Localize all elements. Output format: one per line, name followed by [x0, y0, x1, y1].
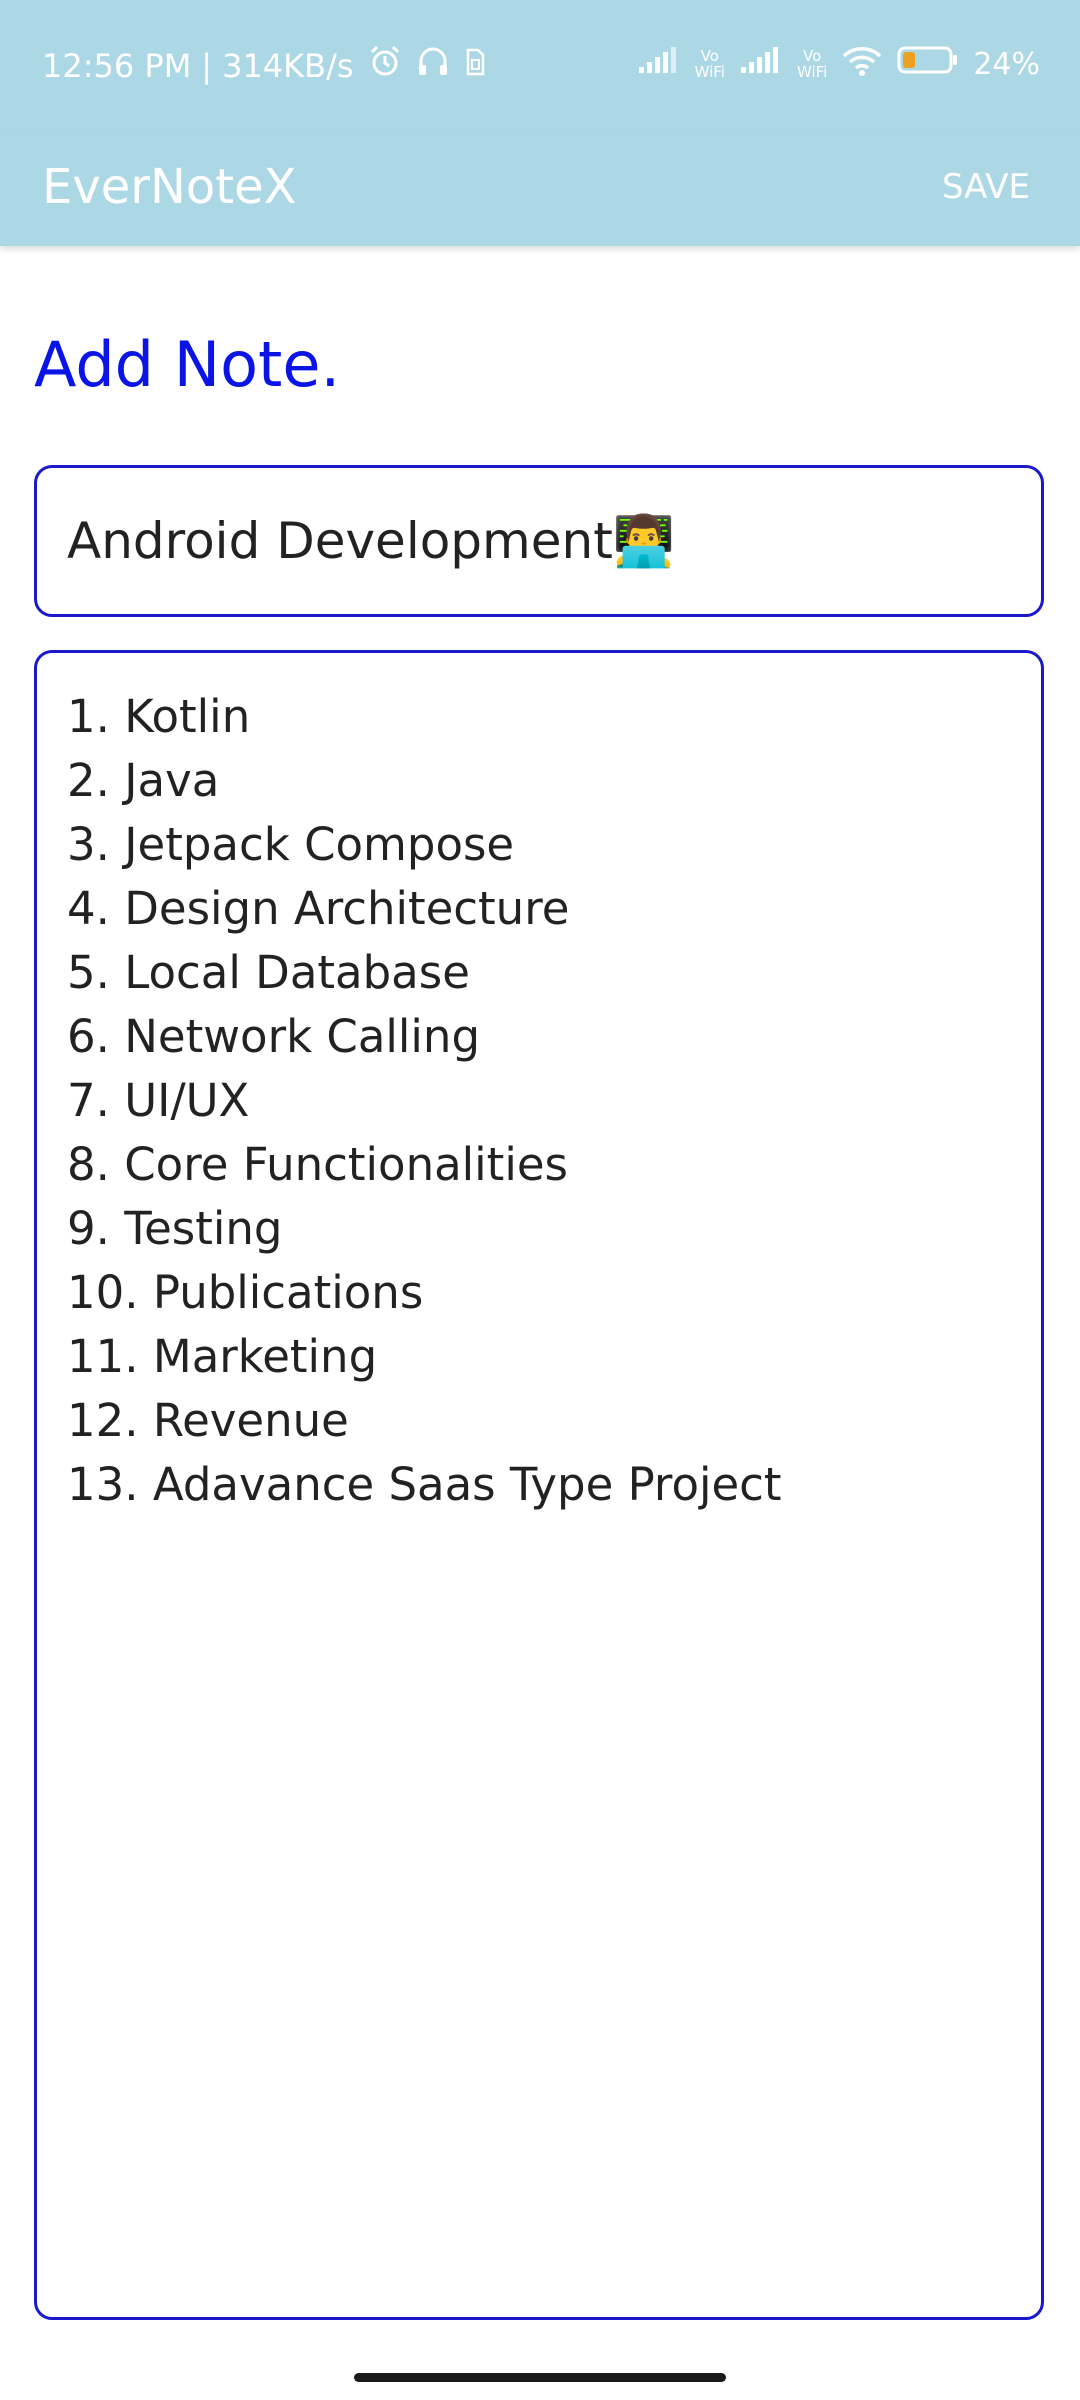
signal-icon	[739, 45, 783, 83]
headphones-icon	[416, 44, 450, 87]
app-bar: EverNoteX SAVE	[0, 130, 1080, 246]
vowifi-label-2: Vo WiFi	[797, 48, 827, 80]
signal-icon	[637, 45, 681, 83]
vowifi-top: Vo	[700, 47, 719, 65]
list-item: 2. Java	[67, 754, 220, 807]
save-button[interactable]: SAVE	[941, 167, 1030, 207]
list-item: 12. Revenue	[67, 1394, 349, 1447]
sim-icon	[464, 46, 486, 86]
list-item: 8. Core Functionalities	[67, 1138, 568, 1191]
status-left: 12:56 PM | 314KB/s	[42, 44, 486, 87]
app-title: EverNoteX	[42, 159, 297, 215]
vowifi-top: Vo	[802, 47, 822, 65]
note-body-input[interactable]: 1. Kotlin 2. Java 3. Jetpack Compose 4. …	[34, 650, 1044, 2320]
vowifi-label-1: Vo WiFi	[695, 48, 725, 80]
list-item: 3. Jetpack Compose	[67, 818, 515, 871]
status-right: Vo WiFi Vo WiFi	[623, 44, 1040, 84]
status-bar: 12:56 PM | 314KB/s	[0, 0, 1080, 130]
network-speed: 314KB/s	[222, 46, 354, 85]
list-item: 9. Testing	[67, 1202, 283, 1255]
list-item: 4. Design Architecture	[67, 882, 570, 935]
status-time: 12:56 PM	[42, 46, 192, 85]
list-item: 7. UI/UX	[67, 1074, 250, 1127]
vowifi-bottom: WiFi	[796, 63, 828, 81]
alarm-icon	[368, 44, 402, 87]
battery-icon	[897, 45, 959, 83]
vowifi-bottom: WiFi	[694, 63, 725, 81]
list-item: 5. Local Database	[67, 946, 470, 999]
status-separator: |	[201, 46, 213, 85]
note-title-input[interactable]: Android Development👨‍💻	[34, 465, 1044, 617]
list-item: 13. Adavance Saas Type Project	[67, 1458, 782, 1511]
wifi-icon	[841, 44, 883, 84]
battery-level: 24%	[973, 46, 1040, 82]
home-indicator[interactable]	[354, 2373, 726, 2382]
list-item: 6. Network Calling	[67, 1010, 481, 1063]
list-item: 1. Kotlin	[67, 690, 251, 743]
list-item: 10. Publications	[67, 1266, 424, 1319]
list-item: 11. Marketing	[67, 1330, 378, 1383]
page-title: Add Note.	[34, 328, 341, 401]
